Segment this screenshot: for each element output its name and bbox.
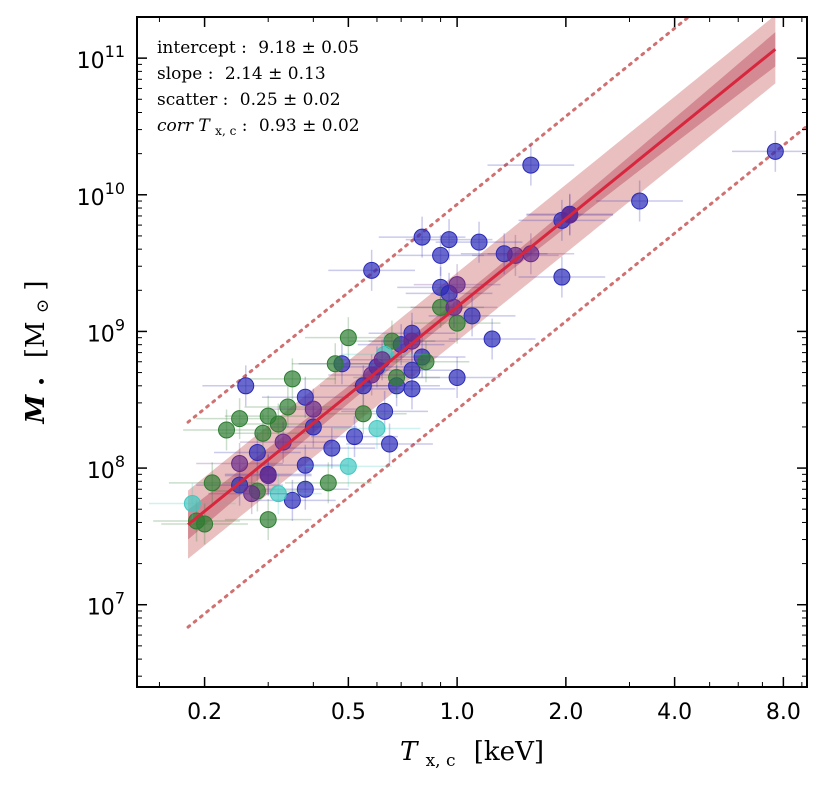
data-point	[296, 388, 314, 406]
data-point	[440, 231, 458, 249]
data-point	[304, 418, 322, 436]
data-point	[296, 480, 314, 498]
x-tick-label: 8.0	[766, 700, 801, 725]
data-point	[631, 192, 649, 210]
y-tick-label: 1010	[77, 179, 125, 211]
data-point	[183, 495, 201, 513]
data-point	[448, 369, 466, 387]
data-point	[296, 456, 314, 474]
data-point	[403, 361, 421, 379]
data-point	[383, 332, 401, 350]
data-point	[506, 246, 524, 264]
data-point	[259, 467, 277, 485]
y-axis-label: M • [M ⊙ ]	[21, 280, 55, 424]
x-tick-label: 0.2	[187, 700, 222, 725]
annotation-slope: slope : 2.14 ± 0.13	[157, 64, 326, 84]
data-point	[283, 370, 301, 388]
x-tick-label: 0.5	[331, 700, 366, 725]
data-point	[218, 421, 236, 439]
series-cyan	[149, 333, 428, 525]
data-point	[339, 457, 357, 475]
plot-frame	[136, 16, 808, 688]
data-point	[553, 268, 571, 286]
data-point	[259, 407, 277, 425]
data-point	[766, 142, 784, 160]
y-tick-label: 108	[87, 452, 125, 484]
data-point	[243, 485, 261, 503]
data-point	[448, 314, 466, 332]
series-purple	[196, 194, 614, 515]
data-point	[248, 444, 266, 462]
lower-dotted-line	[186, 124, 807, 629]
x-tick-label: 4.0	[657, 700, 692, 725]
fit-line	[187, 48, 777, 526]
data-point	[269, 485, 287, 503]
data-point	[259, 511, 277, 529]
y-tick-label: 1011	[77, 42, 125, 74]
plot-area	[149, 17, 807, 629]
data-point	[432, 246, 450, 264]
x-tick-label: 2.0	[548, 700, 583, 725]
data-point	[470, 233, 488, 251]
data-point	[522, 156, 540, 174]
data-point	[323, 439, 341, 457]
data-point	[304, 400, 322, 418]
data-point	[354, 405, 372, 423]
data-point	[363, 261, 381, 279]
data-point	[231, 455, 249, 473]
data-point	[463, 307, 481, 325]
y-tick-label: 107	[87, 589, 125, 621]
data-point	[483, 330, 501, 348]
axis-ticks: 0.2 0.5 1.0 2.0 4.0 8.0 107 108 109 1010 1011	[77, 16, 807, 725]
data-point	[381, 435, 399, 453]
data-point	[326, 355, 344, 373]
series-green	[153, 286, 501, 545]
data-point	[413, 228, 431, 246]
data-point	[279, 398, 297, 416]
data-point	[368, 419, 386, 437]
data-point	[283, 491, 301, 509]
data-point	[346, 428, 364, 446]
fit-annotation: intercept : 9.18 ± 0.05 slope : 2.14 ± 0…	[157, 38, 360, 140]
data-point	[203, 474, 221, 492]
x-tick-label: 1.0	[440, 700, 475, 725]
data-point	[231, 410, 249, 428]
data-point	[237, 377, 255, 395]
x-axis-label: T x, c [keV]	[400, 737, 544, 773]
data-point	[196, 515, 214, 533]
annotation-corr: corr T x, c : 0.93 ± 0.02	[157, 116, 360, 140]
data-point	[254, 424, 272, 442]
data-point	[376, 402, 394, 420]
data-point	[319, 474, 337, 492]
data-point	[339, 329, 357, 347]
upper-dotted-line	[186, 17, 691, 424]
data-point	[448, 276, 466, 294]
data-point	[417, 353, 435, 371]
annotation-scatter: scatter : 0.25 ± 0.02	[157, 90, 341, 110]
data-point	[373, 351, 391, 369]
data-point	[403, 380, 421, 398]
data-point	[388, 369, 406, 387]
y-tick-label: 109	[87, 315, 125, 347]
annotation-intercept: intercept : 9.18 ± 0.05	[157, 38, 359, 58]
